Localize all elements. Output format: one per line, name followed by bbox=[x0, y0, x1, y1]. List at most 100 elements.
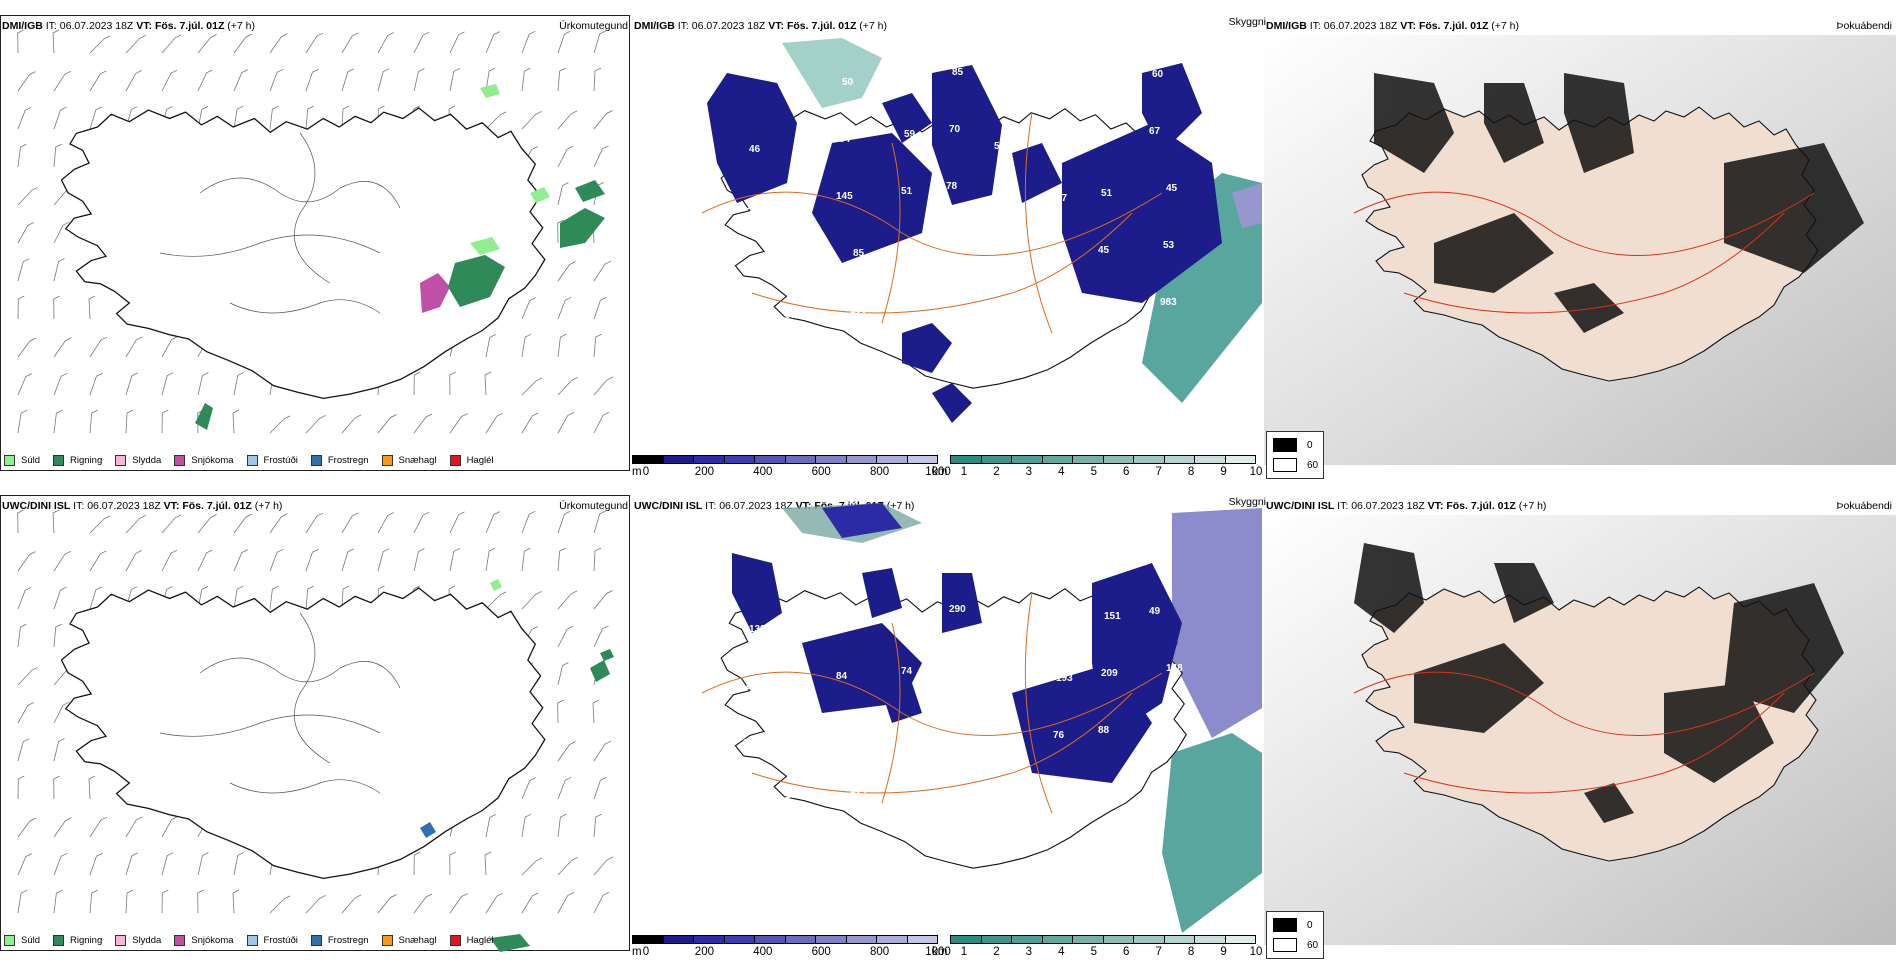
cloudbase-label: 209 bbox=[743, 738, 760, 749]
cloudbase-label: 53 bbox=[1163, 240, 1175, 251]
roads bbox=[1353, 191, 1815, 314]
wind-barb bbox=[413, 371, 421, 396]
wind-barb bbox=[593, 67, 602, 92]
wind-barb bbox=[53, 738, 65, 762]
wind-barb bbox=[161, 372, 174, 396]
wind-barb bbox=[557, 699, 564, 724]
wind-barb bbox=[197, 34, 217, 54]
cloudbase-label: 63 bbox=[842, 557, 854, 568]
colorbar-cell bbox=[633, 456, 664, 463]
colorbar-cell bbox=[1195, 936, 1226, 943]
wind-barb bbox=[89, 106, 102, 130]
legend-label: Frostregn bbox=[327, 454, 369, 466]
colorbar-cell bbox=[1042, 936, 1073, 943]
legend-swatch bbox=[246, 454, 258, 466]
colorbar-cell bbox=[663, 936, 694, 943]
cloudbase-label: 153 bbox=[895, 300, 912, 311]
wind-barb bbox=[232, 409, 240, 434]
legend-swatch bbox=[381, 454, 393, 466]
colorbar-tick: 200 bbox=[694, 466, 714, 478]
cloudbase-label: 79 bbox=[1011, 678, 1023, 689]
wind-barb bbox=[485, 412, 504, 434]
wind-barb bbox=[53, 143, 62, 168]
wind-barb bbox=[53, 889, 63, 914]
it-value: 06.07.2023 18Z bbox=[59, 20, 134, 32]
vt-label: VT: bbox=[136, 20, 153, 32]
wind-barb bbox=[557, 30, 571, 54]
wind-barb bbox=[269, 68, 284, 92]
colorbar-tick: 2 bbox=[993, 466, 1000, 478]
wind-barb bbox=[557, 333, 567, 358]
wind-barb bbox=[53, 550, 72, 572]
legend-label: Frostúði bbox=[263, 934, 298, 946]
wind-barb bbox=[377, 32, 394, 54]
legend-swatch bbox=[310, 934, 322, 946]
wind-barb bbox=[521, 377, 543, 396]
colorbar-tick: 8 bbox=[1187, 466, 1195, 478]
wind-barb bbox=[449, 851, 456, 876]
cloudbase-label: 133 bbox=[746, 201, 763, 212]
wind-barb bbox=[521, 510, 536, 534]
cloudbase-label: 57 bbox=[940, 797, 952, 808]
legend-label: Haglél bbox=[466, 454, 494, 466]
it-label: IT: bbox=[1337, 500, 1349, 512]
fog-legend-swatch bbox=[1273, 438, 1297, 452]
wind-barb bbox=[197, 549, 213, 572]
colorbar-tick: 3 bbox=[1025, 946, 1033, 958]
wind-barb bbox=[161, 816, 178, 838]
wind-barb bbox=[557, 547, 566, 572]
cloudbase-label: 121 bbox=[794, 139, 811, 150]
wind-barb bbox=[52, 29, 60, 54]
wind-barb bbox=[17, 29, 24, 54]
wind-barb bbox=[485, 814, 496, 838]
legend-item: Haglél bbox=[449, 934, 494, 946]
precip-type-panel: UWC/DINI ISL IT: 06.07.2023 18Z VT: Fös.… bbox=[0, 493, 632, 965]
colorbar-tick: 4 bbox=[1058, 946, 1065, 958]
cloudbase-unit: m bbox=[632, 466, 642, 478]
visibility-unit: km bbox=[932, 946, 948, 958]
colorbar-tick: 4 bbox=[1058, 466, 1065, 478]
colorbar-tick: 3 bbox=[1025, 466, 1033, 478]
colorbar-cell bbox=[1012, 456, 1043, 463]
model-name: UWC/DINI ISL bbox=[2, 500, 71, 512]
wind-barb bbox=[161, 69, 178, 92]
forecast-row-uwc: UWC/DINI ISL IT: 06.07.2023 18Z VT: Fös.… bbox=[0, 493, 1900, 965]
cloudbase-label: 84 bbox=[836, 671, 848, 682]
fog-panel: UWC/DINI ISL IT: 06.07.2023 18Z VT: Fös.… bbox=[1264, 493, 1896, 965]
wind-barb bbox=[485, 547, 496, 572]
model-name: UWC/DINI ISL bbox=[1266, 500, 1335, 512]
wind-barb bbox=[557, 813, 567, 838]
cloudbase-label: 47 bbox=[1056, 193, 1068, 204]
wind-barb bbox=[485, 591, 507, 610]
it-value: 06.07.2023 18Z bbox=[1323, 20, 1398, 32]
colorbar-tick: 9 bbox=[1220, 466, 1227, 478]
cloudbase-label: 78 bbox=[946, 181, 958, 192]
cloudbase-label: 983 bbox=[1160, 297, 1177, 308]
wind-barb bbox=[341, 894, 362, 914]
it-label: IT: bbox=[73, 500, 85, 512]
wind-barb bbox=[521, 857, 543, 876]
colorbar-tick: 9 bbox=[1220, 946, 1227, 958]
wind-barb bbox=[197, 514, 217, 534]
cloudbase-label: 59 bbox=[785, 310, 797, 321]
wind-barb bbox=[53, 775, 60, 800]
colorbar-cell bbox=[816, 456, 847, 463]
visibility-unit: km bbox=[932, 466, 948, 478]
wind-barb bbox=[593, 891, 610, 914]
cloudbase-label: 95 bbox=[740, 315, 752, 326]
wind-barb bbox=[557, 182, 569, 206]
wind-barb bbox=[17, 295, 25, 320]
wind-barb bbox=[305, 512, 324, 534]
cloudbase-label: 76 bbox=[1107, 554, 1119, 565]
cloudbase-label: 50 bbox=[1107, 74, 1119, 85]
cloudbase-label: 72 bbox=[1005, 312, 1017, 323]
wind-barb bbox=[521, 333, 532, 358]
wind-barb bbox=[593, 547, 602, 572]
wind-barb bbox=[161, 852, 174, 876]
it-value: 06.07.2023 18Z bbox=[719, 500, 793, 512]
wind-barb bbox=[341, 68, 354, 92]
wind-barb bbox=[484, 371, 492, 396]
wind-barb bbox=[89, 515, 111, 534]
colorbar-cell bbox=[816, 936, 847, 943]
wind-barb bbox=[449, 371, 456, 396]
